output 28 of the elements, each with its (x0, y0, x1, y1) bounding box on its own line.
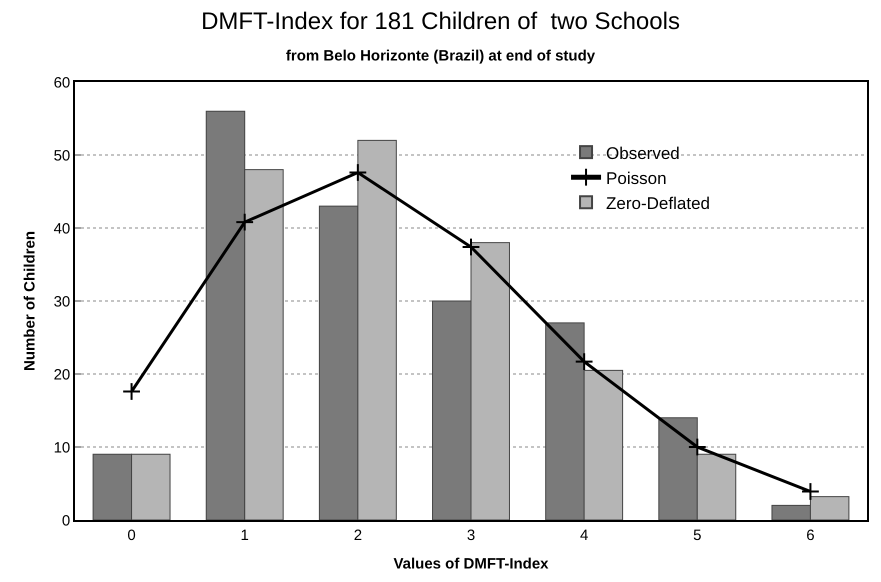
y-tick-label: 40 (54, 220, 70, 238)
point (462, 238, 480, 256)
x-tick-label: 5 (693, 526, 702, 544)
point (574, 352, 594, 371)
chart-subtitle: from Belo Horizonte (Brazil) at end of study (286, 47, 596, 64)
y-tick-label: 60 (54, 74, 70, 92)
x-tick-label: 2 (354, 526, 362, 544)
x-tick-label: 6 (806, 526, 815, 544)
y-tick-label: 30 (54, 293, 70, 310)
y-tick-label: 0 (62, 512, 70, 530)
x-axis-title: Values of DMFT-Index (393, 555, 550, 572)
point (235, 212, 254, 232)
y-tick-label: 10 (54, 439, 70, 456)
point (801, 482, 820, 501)
y-tick-label: 20 (54, 366, 70, 384)
point (688, 438, 707, 456)
y-tick-label: 50 (54, 147, 70, 164)
x-tick-label: 3 (466, 526, 476, 544)
chart-title: DMFT-Index for 181 Children of two Schools (201, 8, 680, 36)
legend-label: Observed (606, 144, 680, 163)
x-tick-label: 0 (127, 526, 136, 544)
x-tick-label: 4 (580, 526, 588, 544)
y-axis-title: Number of Children (21, 230, 38, 372)
legend-label: Zero-Deflated (606, 194, 710, 213)
legend-label: Poisson (606, 168, 667, 188)
x-tick-label: 1 (240, 526, 249, 544)
point (122, 382, 141, 401)
point (348, 163, 368, 182)
